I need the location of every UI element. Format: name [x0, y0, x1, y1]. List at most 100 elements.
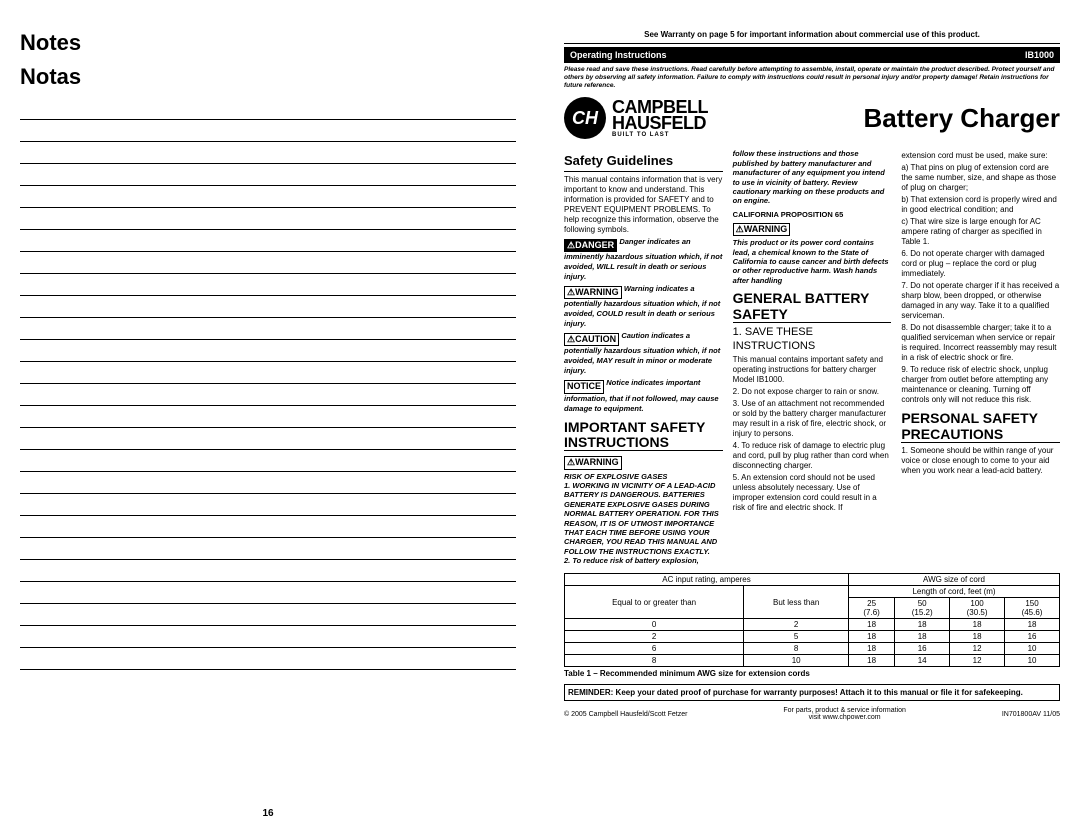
disclaimer-text: Please read and save these instructions.…: [564, 66, 1060, 89]
c3-para9: 1. Someone should be within range of you…: [901, 446, 1060, 476]
header-right: IB1000: [1025, 50, 1054, 60]
c3-para8: 9. To reduce risk of electric shock, unp…: [901, 365, 1060, 405]
note-line: [20, 142, 516, 164]
table-row: Equal to or greater than But less than L…: [565, 586, 1060, 598]
note-line: [20, 318, 516, 340]
risk-item1: 1. WORKING IN VICINITY OF A LEAD-ACID BA…: [564, 481, 723, 556]
reminder-box: REMINDER: Keep your dated proof of purch…: [564, 684, 1060, 701]
prop65-text: This product or its power cord contains …: [733, 238, 892, 285]
warning2-label: ⚠WARNING: [564, 456, 622, 469]
notes-page: Notes Notas 16: [0, 0, 544, 834]
risk-item2: 2. To reduce risk of battery explosion,: [564, 556, 723, 565]
cell: 150(45.6): [1005, 598, 1060, 619]
cell: 0: [565, 619, 744, 631]
product-title: Battery Charger: [863, 103, 1060, 134]
table-row: 6818161210: [565, 643, 1060, 655]
c2-para1: follow these instructions and those publ…: [733, 149, 892, 205]
table-caption: Table 1 – Recommended minimum AWG size f…: [564, 669, 1060, 678]
cell: 16: [1005, 631, 1060, 643]
note-line: [20, 164, 516, 186]
c2-para5: 4. To reduce risk of damage to electric …: [733, 441, 892, 471]
cell: 5: [744, 631, 849, 643]
cell: 8: [744, 643, 849, 655]
note-line: [20, 428, 516, 450]
notice-label: NOTICE: [564, 380, 604, 393]
note-line: [20, 538, 516, 560]
th-less-than: But less than: [744, 586, 849, 619]
cell: 18: [950, 619, 1005, 631]
notes-heading-es: Notas: [20, 64, 516, 90]
cell: 25(7.6): [849, 598, 895, 619]
note-line: [20, 384, 516, 406]
c3-para2: a) That pins on plug of extension cord a…: [901, 163, 1060, 193]
safety-guidelines-heading: Safety Guidelines: [564, 153, 723, 171]
table-row: 2518181816: [565, 631, 1060, 643]
cell: 50(15.2): [895, 598, 950, 619]
c3-para6: 7. Do not operate charger if it has rece…: [901, 281, 1060, 321]
note-line: [20, 560, 516, 582]
header-bar: Operating Instructions IB1000: [564, 47, 1060, 63]
prop65-warning-label: ⚠WARNING: [733, 223, 791, 236]
logo-icon: CH: [564, 97, 606, 139]
note-line: [20, 98, 516, 120]
awg-table: AC input rating, amperes AWG size of cor…: [564, 573, 1060, 667]
footer-center: For parts, product & service information…: [783, 707, 906, 721]
brand-text: CAMPBELL HAUSFELD BUILT TO LAST: [612, 99, 708, 137]
caution-row: ⚠CAUTION Caution indicates a potentially…: [564, 331, 723, 376]
table-row: 81018141210: [565, 655, 1060, 667]
cell: 18: [849, 631, 895, 643]
note-line: [20, 648, 516, 670]
cell: 18: [849, 643, 895, 655]
risk-title: RISK OF EXPLOSIVE GASES: [564, 472, 723, 481]
copyright: © 2005 Campbell Hausfeld/Scott Fetzer: [564, 711, 687, 718]
note-line: [20, 340, 516, 362]
danger-label: ⚠DANGER: [564, 239, 617, 252]
c3-para3: b) That extension cord is properly wired…: [901, 195, 1060, 215]
cell: 18: [849, 655, 895, 667]
cell: 10: [744, 655, 849, 667]
general-battery-heading: GENERAL BATTERY SAFETY: [733, 291, 892, 323]
footer-row: © 2005 Campbell Hausfeld/Scott Fetzer Fo…: [564, 707, 1060, 721]
cell: 100(30.5): [950, 598, 1005, 619]
cell: 16: [895, 643, 950, 655]
note-line: [20, 208, 516, 230]
column-1: Safety Guidelines This manual contains i…: [564, 149, 723, 565]
note-line: [20, 362, 516, 384]
cell: 18: [895, 619, 950, 631]
c2-para4: 3. Use of an attachment not recommended …: [733, 399, 892, 439]
th-length: Length of cord, feet (m): [849, 586, 1060, 598]
note-line: [20, 186, 516, 208]
note-line: [20, 296, 516, 318]
note-line: [20, 274, 516, 296]
brand-line2: HAUSFELD: [612, 115, 708, 131]
cell: 14: [895, 655, 950, 667]
c2-para6: 5. An extension cord should not be used …: [733, 473, 892, 513]
page-number: 16: [262, 808, 273, 819]
cell: 18: [1005, 619, 1060, 631]
prop65-title: CALIFORNIA PROPOSITION 65: [733, 210, 892, 219]
note-line: [20, 494, 516, 516]
th-ac-rating: AC input rating, amperes: [565, 574, 849, 586]
part-number: IN701800AV 11/05: [1002, 711, 1060, 718]
note-line: [20, 582, 516, 604]
th-awg-size: AWG size of cord: [849, 574, 1060, 586]
logo-block: CH CAMPBELL HAUSFELD BUILT TO LAST: [564, 97, 708, 139]
cell: 2: [744, 619, 849, 631]
note-lines-container: [20, 98, 516, 670]
table-row: 0218181818: [565, 619, 1060, 631]
note-line: [20, 406, 516, 428]
table-row: AC input rating, amperes AWG size of cor…: [565, 574, 1060, 586]
sg-para: This manual contains information that is…: [564, 175, 723, 235]
c3-para1: extension cord must be used, make sure:: [901, 151, 1060, 161]
caution-label: ⚠CAUTION: [564, 333, 619, 346]
prop65-warning-row: ⚠WARNING: [733, 221, 892, 236]
note-line: [20, 626, 516, 648]
column-2: follow these instructions and those publ…: [733, 149, 892, 565]
cell: 12: [950, 655, 1005, 667]
important-safety-heading: IMPORTANT SAFETY INSTRUCTIONS: [564, 420, 723, 452]
warning-label: ⚠WARNING: [564, 286, 622, 299]
note-line: [20, 252, 516, 274]
note-line: [20, 450, 516, 472]
cell: 6: [565, 643, 744, 655]
c2-para2: This manual contains important safety an…: [733, 355, 892, 385]
